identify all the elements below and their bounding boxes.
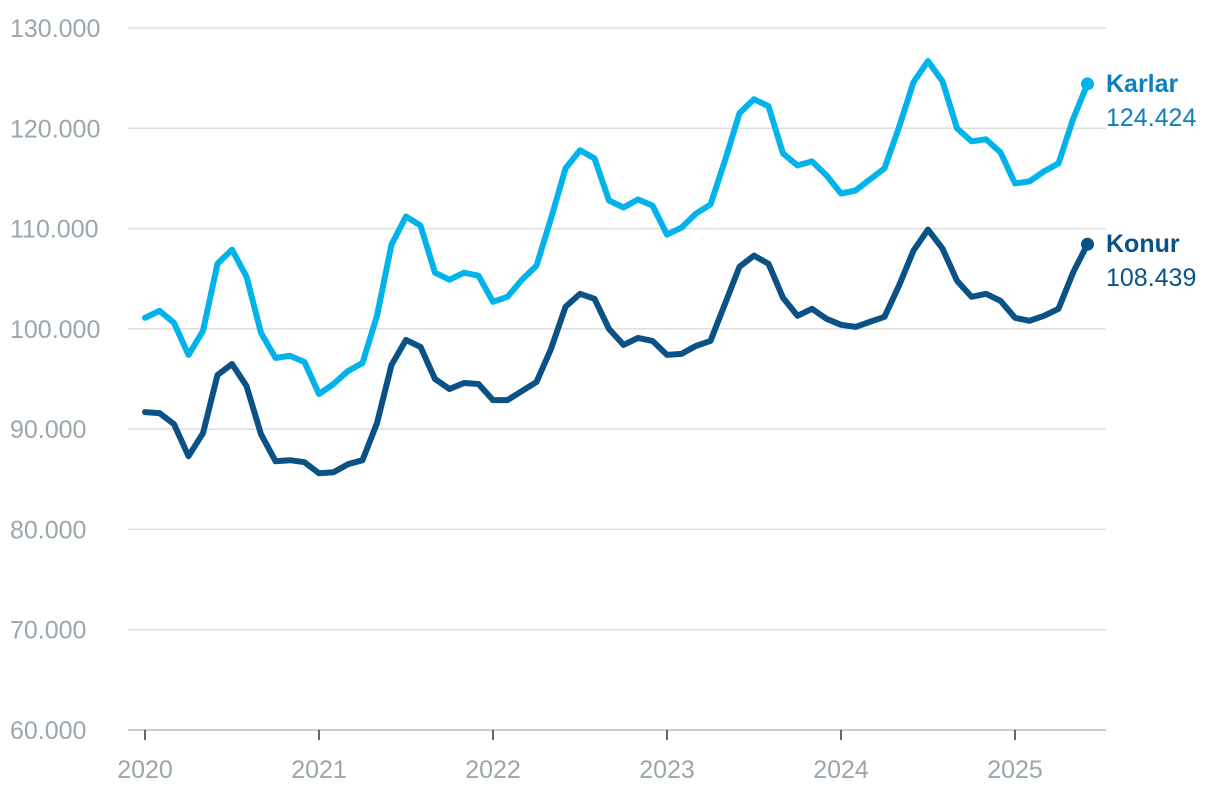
series-value-konur: 108.439 [1106,264,1196,292]
x-axis: 2020 2021 2022 2023 2024 2025 [117,729,1106,784]
series-line-karlar [142,58,1091,397]
series-value-karlar: 124.424 [1106,104,1196,132]
series-name-konur: Konur [1106,230,1180,258]
series-labels: Karlar 124.424 Konur 108.439 [1106,70,1196,292]
y-tick-label: 110.000 [10,216,99,244]
y-tick-label: 60.000 [10,717,86,745]
y-tick-label: 100.000 [10,316,100,344]
x-tick-label: 2022 [465,756,521,784]
endpoint-marker-karlar [1080,77,1094,91]
y-tick-label: 120.000 [10,115,100,143]
series-lines [142,58,1094,477]
y-tick-label: 130.000 [10,15,100,43]
y-tick-label: 80.000 [10,516,86,544]
x-tick-label: 2023 [639,756,695,784]
series-name-karlar: Karlar [1106,70,1179,98]
x-tick-label: 2025 [987,756,1043,784]
x-tick-label: 2024 [813,756,869,784]
endpoint-marker-konur [1080,237,1094,251]
gridlines: 60.000 70.000 80.000 90.000 100.000 110.000 12… [10,15,1106,745]
y-tick-label: 90.000 [10,416,86,444]
x-tick-label: 2020 [117,756,173,784]
x-tick-label: 2021 [291,756,347,784]
y-tick-label: 70.000 [10,617,86,645]
series-line-konur [142,226,1091,477]
